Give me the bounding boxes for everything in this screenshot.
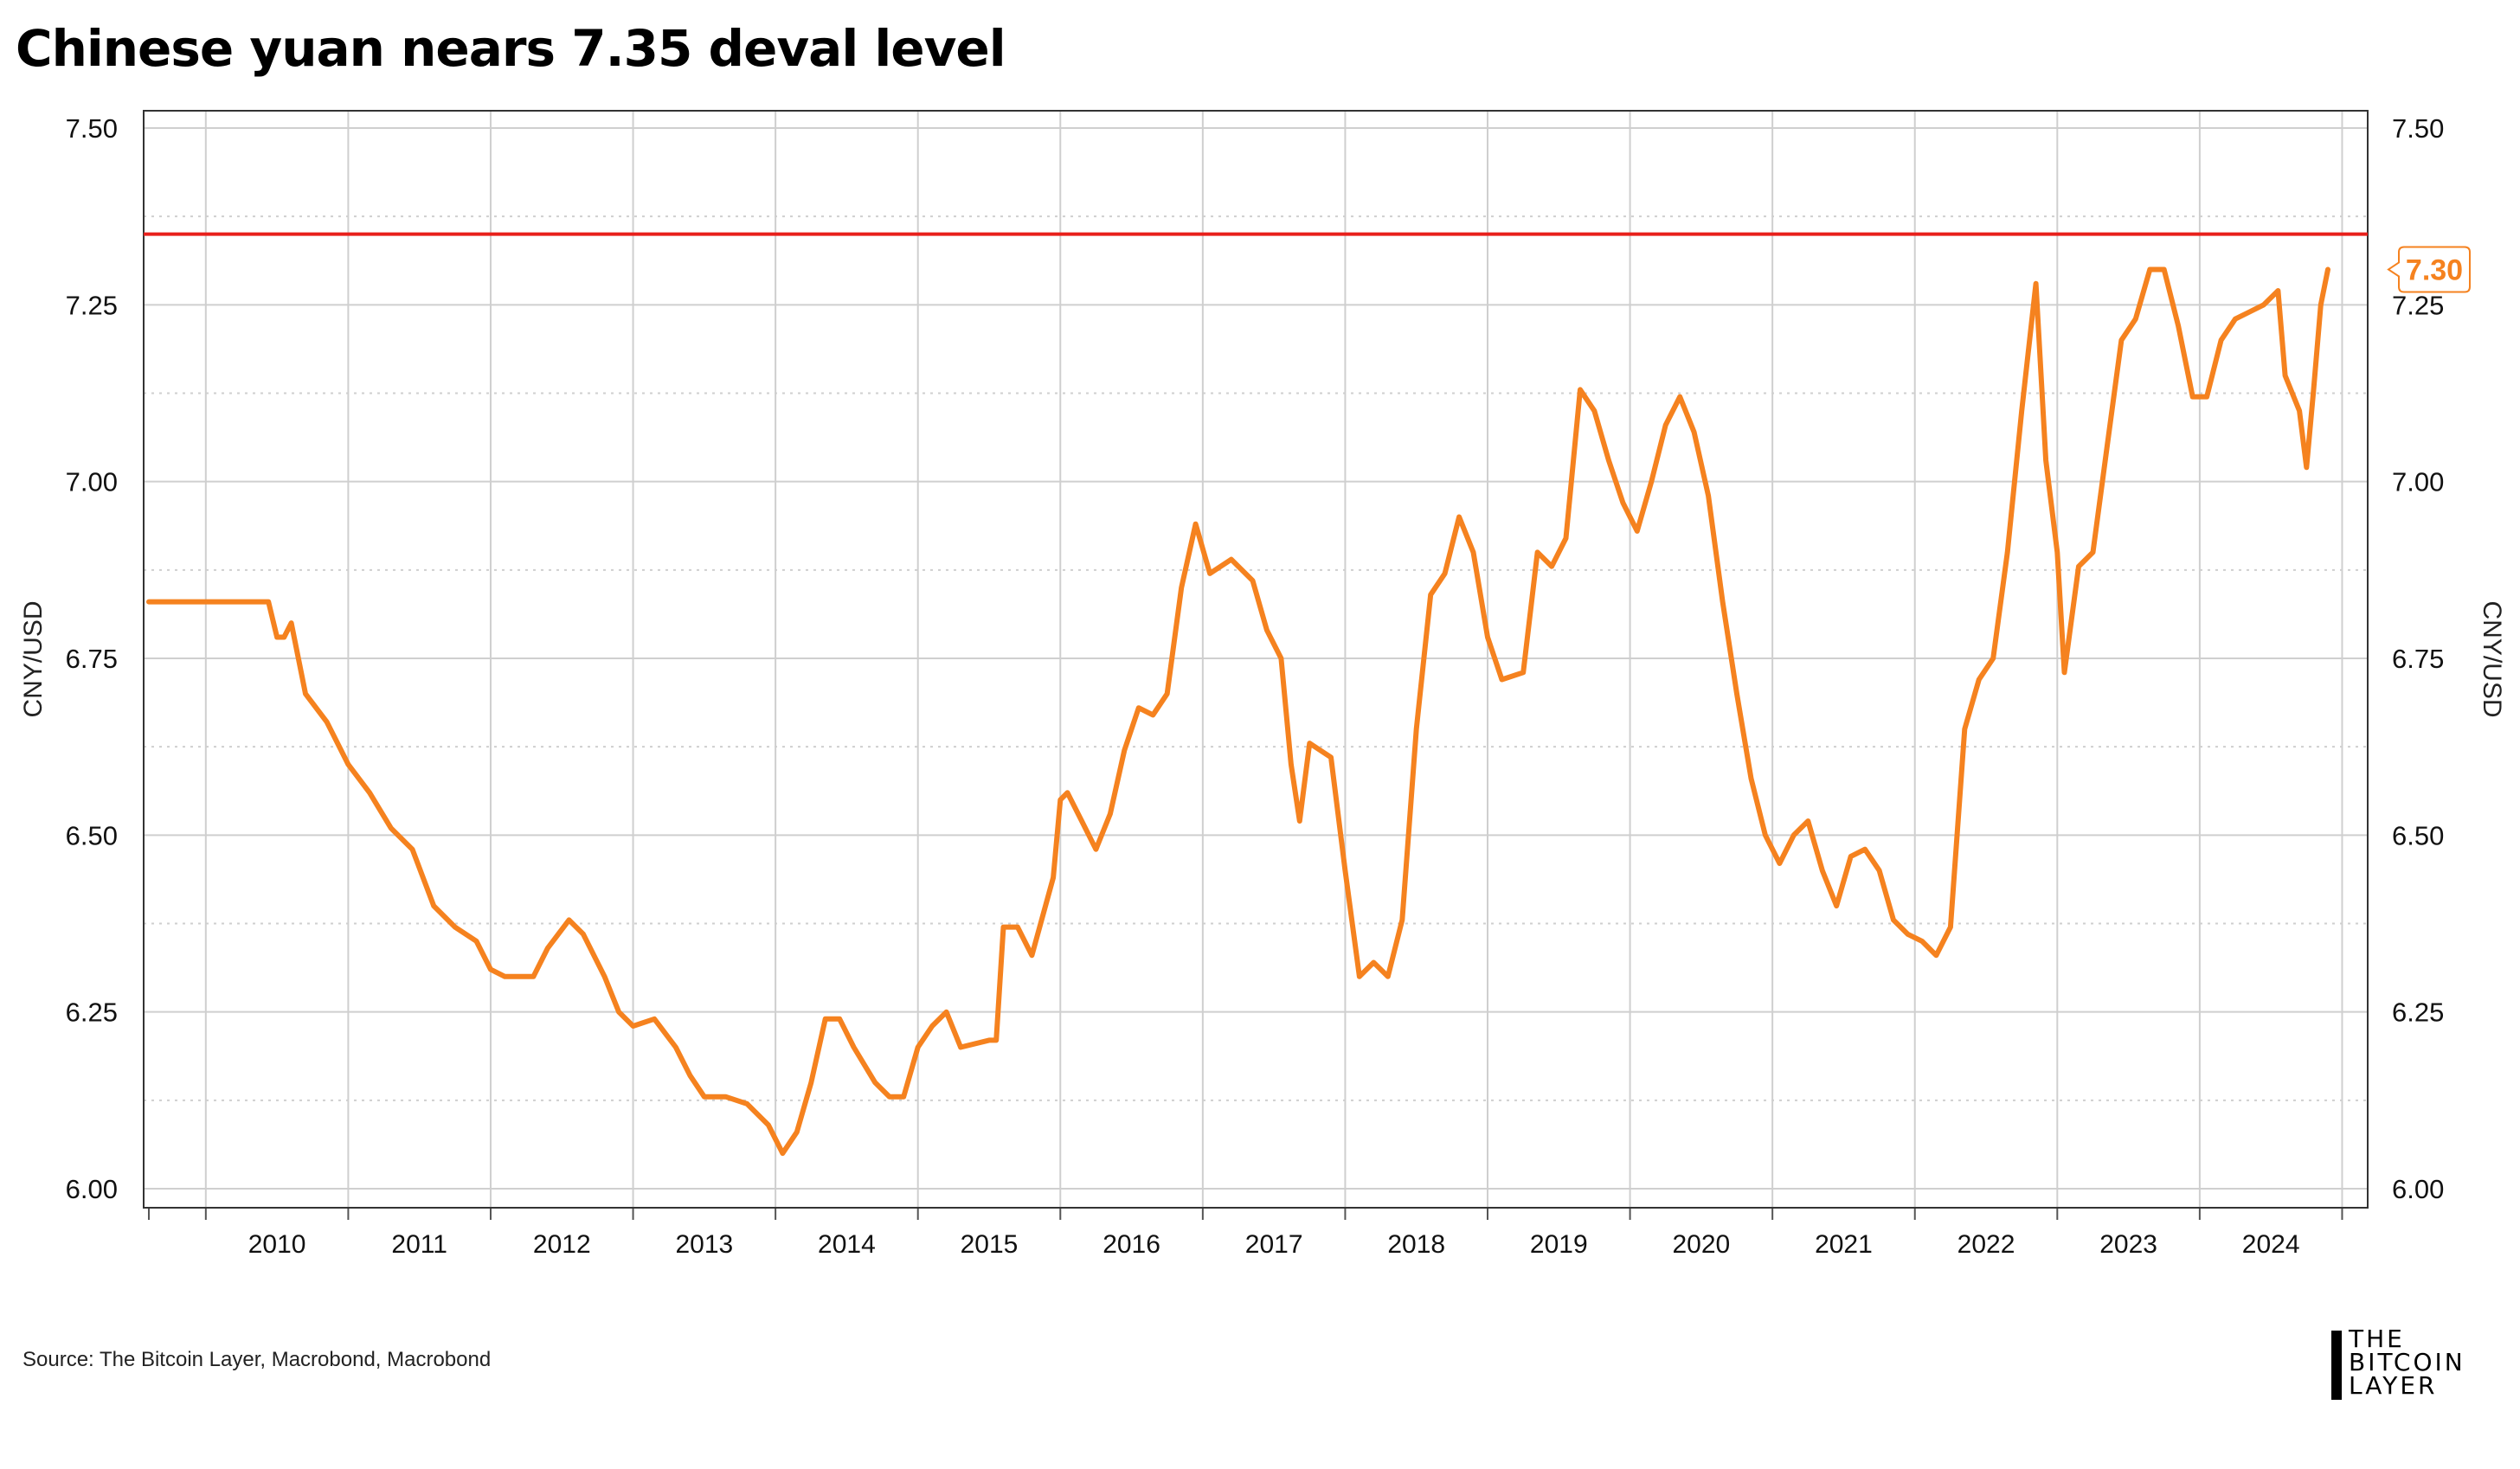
grid	[144, 111, 2368, 1220]
y-tick-label-right: 7.00	[2392, 467, 2444, 497]
y-tick-label-right: 6.75	[2392, 644, 2444, 674]
y-tick-label-right: 6.25	[2392, 998, 2444, 1028]
y-axis-label-left: CNY/USD	[19, 600, 48, 717]
y-tick-label-left: 7.25	[66, 290, 118, 320]
y-tick-label-left: 6.50	[66, 820, 118, 850]
logo-line-3: LAYER	[2349, 1371, 2438, 1400]
x-tick-label: 2018	[1387, 1230, 1445, 1259]
x-tick-label: 2022	[1958, 1230, 2015, 1259]
x-tick-label: 2014	[818, 1230, 876, 1259]
y-tick-label-left: 6.00	[66, 1174, 118, 1204]
y-tick-label-left: 7.50	[66, 113, 118, 144]
last-value-callout-box	[2387, 246, 2471, 293]
y-tick-label-left: 6.75	[66, 644, 118, 674]
y-tick-labels: 6.00 6.00 6.25 6.25 6.50 6.50 6.75 6.75 7.00 7.00…	[66, 113, 2445, 1204]
logo-line-2: BITCOIN	[2349, 1348, 2465, 1376]
x-tick-label: 2019	[1530, 1230, 1588, 1259]
last-value-label: 7.30	[2406, 253, 2463, 286]
logo-line-1: THE	[2349, 1325, 2405, 1353]
y-tick-label-right: 6.00	[2392, 1174, 2444, 1204]
x-tick-label: 2016	[1102, 1230, 1160, 1259]
last-value-callout: 7.30	[2387, 246, 2471, 293]
x-tick-label: 2023	[2099, 1230, 2157, 1259]
y-tick-label-right: 7.50	[2392, 113, 2444, 144]
x-tick-label: 2013	[675, 1230, 733, 1259]
chart-title: Chinese yuan nears 7.35 deval level	[16, 19, 1006, 78]
series-line-cny-usd	[146, 266, 2330, 1157]
x-tick-label: 2010	[248, 1230, 306, 1259]
x-tick-label: 2012	[533, 1230, 591, 1259]
source-note: Source: The Bitcoin Layer, Macrobond, Ma…	[22, 1348, 492, 1371]
y-axis-label-right: CNY/USD	[2478, 600, 2506, 717]
y-tick-label-right: 6.50	[2392, 820, 2444, 850]
x-tick-label: 2017	[1245, 1230, 1303, 1259]
y-tick-label-left: 6.25	[66, 998, 118, 1028]
plot-frame	[143, 110, 2369, 1209]
logo-wordmark: THE BITCOIN LAYER	[2349, 1325, 2465, 1400]
logo-mark	[2331, 1331, 2342, 1400]
bitcoin-layer-logo: THE BITCOIN LAYER	[2331, 1327, 2513, 1405]
y-tick-label-right: 7.25	[2392, 290, 2444, 320]
x-tick-label: 2020	[1672, 1230, 1730, 1259]
x-tick-label: 2021	[1815, 1230, 1873, 1259]
x-tick-labels: 2010 2011 2012 2013 2014 2015 2016 2017 2018 2019…	[248, 1230, 2300, 1259]
x-tick-label: 2015	[961, 1230, 1019, 1259]
x-tick-label: 2011	[391, 1230, 447, 1259]
x-tick-label: 2024	[2242, 1230, 2300, 1259]
y-tick-label-left: 7.00	[66, 467, 118, 497]
